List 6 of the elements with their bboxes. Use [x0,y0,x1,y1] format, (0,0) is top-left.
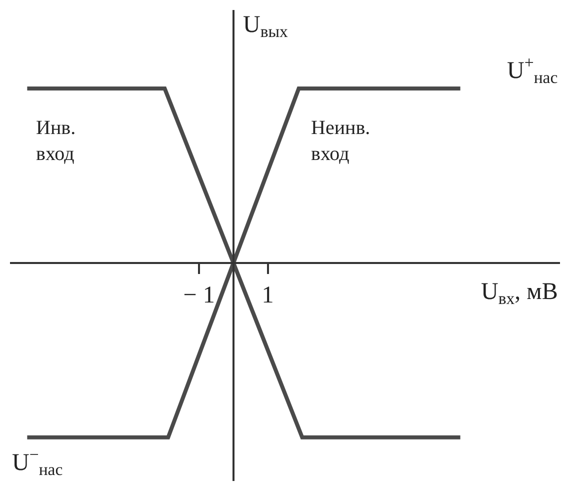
x-tick-label: 1 [262,282,274,309]
y-axis-title: U$_{вых}$ [243,12,289,42]
series-label: Инв. вход [36,117,76,165]
x-axis-title: U$_{вх}$, мВ [481,279,558,308]
x-tick-label: − 1 [183,282,215,309]
series-label: Неинв. вход [311,117,370,165]
